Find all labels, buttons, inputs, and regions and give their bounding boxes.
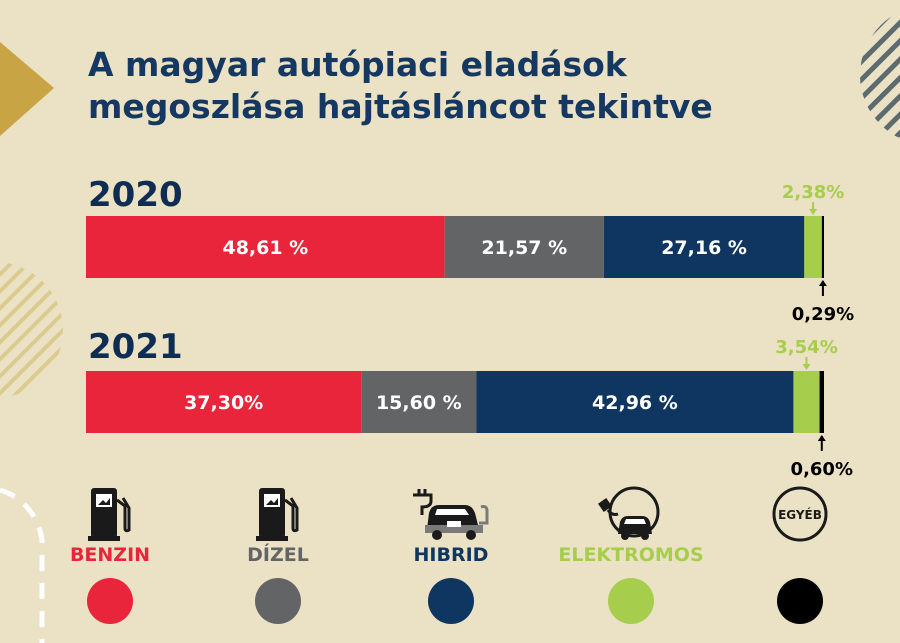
data-label-elektromos-2020: 2,38% xyxy=(782,182,844,203)
bar-egyeb-2020 xyxy=(821,216,824,278)
bar-hibrid-2021 xyxy=(476,371,794,433)
dashed-arc-decoration xyxy=(0,487,45,643)
bar-dizel-2021 xyxy=(361,371,477,433)
fuel-pump-icon xyxy=(85,484,135,548)
hybrid-car-icon xyxy=(409,485,493,545)
data-label-dizel-2021: 15,60 % xyxy=(376,392,462,414)
electric-car-icon xyxy=(596,484,666,548)
bar-hibrid-2020 xyxy=(603,216,805,278)
pointer-arrow-egyeb-2020 xyxy=(818,280,827,286)
data-label-benzin-2021: 37,30% xyxy=(184,392,263,414)
bar-elektromos-2020 xyxy=(804,216,822,278)
chart-title-line1: A magyar autópiaci eladások xyxy=(88,45,627,84)
other-badge-icon: EGYÉB xyxy=(770,484,830,548)
year-label-2021: 2021 xyxy=(88,327,183,367)
legend-color-dot-dizel xyxy=(255,578,301,624)
svg-text:EGYÉB: EGYÉB xyxy=(778,507,822,522)
legend-color-dot-benzin xyxy=(87,578,133,624)
year-label-2020: 2020 xyxy=(88,175,183,215)
pointer-arrow-elektromos-2021 xyxy=(802,364,811,370)
data-label-elektromos-2021: 3,54% xyxy=(775,337,837,358)
bar-benzin-2020 xyxy=(86,216,445,278)
pointer-arrow-egyeb-2021 xyxy=(817,435,826,441)
data-label-egyeb-2021: 0,60% xyxy=(791,459,853,480)
legend-label-hibrid: HIBRID xyxy=(413,544,489,566)
data-label-dizel-2020: 21,57 % xyxy=(481,237,567,259)
data-label-benzin-2020: 48,61 % xyxy=(222,237,308,259)
data-label-egyeb-2020: 0,29% xyxy=(792,304,854,325)
legend-label-dizel: DÍZEL xyxy=(247,544,309,566)
gold-triangle-decoration xyxy=(0,42,54,136)
bar-egyeb-2021 xyxy=(819,371,824,433)
bar-elektromos-2021 xyxy=(793,371,820,433)
fuel-pump-icon xyxy=(253,484,303,548)
legend-color-dot-egyeb xyxy=(777,578,823,624)
chart-title: A magyar autópiaci eladások megoszlása h… xyxy=(88,44,788,128)
legend-color-dot-elektromos xyxy=(608,578,654,624)
data-label-hibrid-2020: 27,16 % xyxy=(661,237,747,259)
legend-label-elektromos: ELEKTROMOS xyxy=(558,544,704,566)
chart-title-line2: megoszlása hajtásláncot tekintve xyxy=(88,87,713,126)
legend-color-dot-hibrid xyxy=(428,578,474,624)
data-label-hibrid-2021: 42,96 % xyxy=(592,392,678,414)
bar-benzin-2021 xyxy=(86,371,362,433)
bar-dizel-2020 xyxy=(444,216,604,278)
pointer-arrow-elektromos-2020 xyxy=(809,209,818,215)
legend-label-benzin: BENZIN xyxy=(69,544,151,566)
